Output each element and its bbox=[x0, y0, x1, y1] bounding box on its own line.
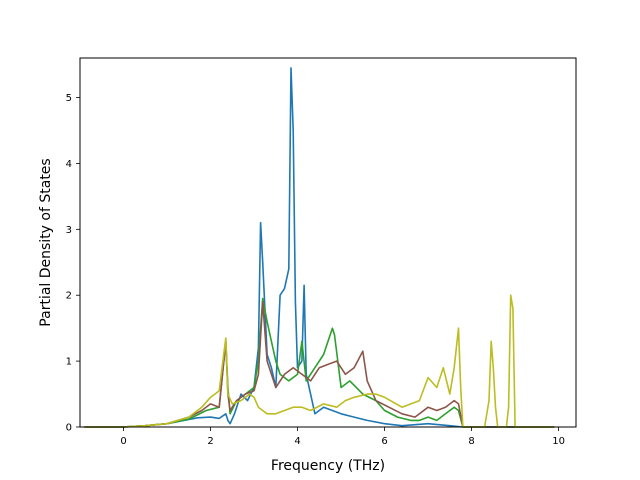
y-axis-ticks: 0 1 2 3 4 5 bbox=[66, 93, 80, 434]
x-axis-label: Frequency (THz) bbox=[271, 458, 385, 474]
y-tick-label: 5 bbox=[66, 93, 72, 104]
x-axis-ticks: 0 2 4 6 8 10 bbox=[120, 427, 565, 447]
y-axis-label: Partial Density of States bbox=[38, 158, 54, 326]
series-line-1 bbox=[84, 67, 555, 428]
x-tick-label: 8 bbox=[468, 436, 474, 447]
y-tick-label: 2 bbox=[66, 291, 72, 302]
y-tick-label: 1 bbox=[66, 357, 72, 368]
x-tick-label: 6 bbox=[381, 436, 387, 447]
x-tick-label: 4 bbox=[294, 436, 300, 447]
x-tick-label: 0 bbox=[120, 436, 126, 447]
x-tick-label: 10 bbox=[552, 436, 565, 447]
y-tick-label: 4 bbox=[66, 159, 72, 170]
series-layer bbox=[84, 67, 555, 428]
plot-frame bbox=[79, 57, 577, 428]
series-line-3 bbox=[84, 300, 555, 428]
x-tick-label: 2 bbox=[207, 436, 213, 447]
series-line-4 bbox=[84, 294, 555, 428]
y-tick-label: 3 bbox=[66, 225, 72, 236]
y-tick-label: 0 bbox=[66, 423, 72, 434]
